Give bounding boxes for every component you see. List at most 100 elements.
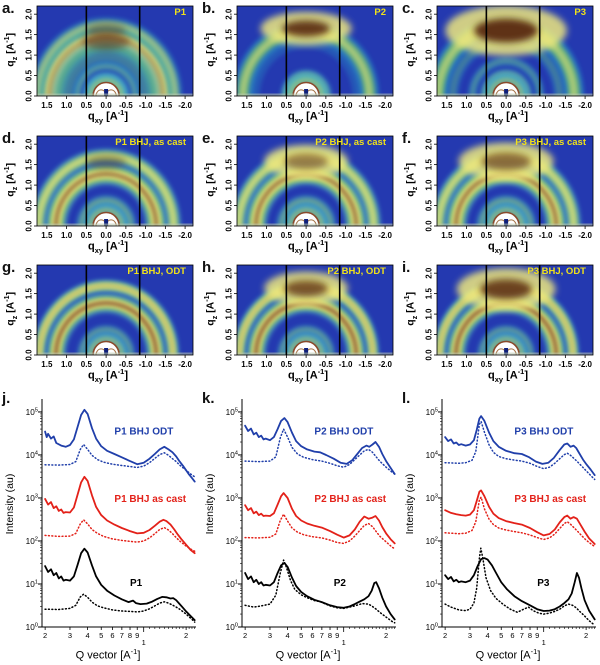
x-tick-label: -1.0 — [139, 231, 153, 240]
x-tick-label: 1 — [542, 638, 546, 647]
x-tick-label: 1.5 — [241, 231, 253, 240]
y-tick-label: 0.5 — [225, 199, 234, 211]
scattering-ring — [54, 301, 158, 355]
x-tick-label: -0.5 — [319, 360, 333, 369]
curve-p3-bhj-as-cast — [444, 489, 596, 545]
intensity-plot: 100 101 102 103 104 105 2 3 4 5 6 7 8 91 2 P2 BHJ ODT P2… — [226, 399, 396, 647]
x-tick-label: -0.5 — [119, 360, 133, 369]
x-tick-label: 1.0 — [61, 360, 73, 369]
plot-frame — [436, 135, 594, 227]
lineplot-panel-k: k. Intensity (au) 100 101 102 103 104 105 2 3 4 5… — [200, 390, 400, 665]
scattering-ring — [38, 285, 174, 355]
scattering-pattern — [237, 265, 393, 355]
x-tick-label: 0.5 — [281, 360, 293, 369]
beamstop — [504, 348, 509, 355]
giwaxs-image: 1.5 1.0 0.5 0.0 -0.5 -1.0 -1.5 -2.0 0.0 0.5 1.0 1.5… — [25, 135, 194, 240]
x-tick-label: 1.0 — [261, 101, 273, 110]
giwaxs-image: 1.5 1.0 0.5 0.0 -0.5 -1.0 -1.5 -2.0 0.0 0.5 1.0 1.5… — [25, 264, 194, 369]
x-tick-label: -1.5 — [558, 231, 572, 240]
plot-frame — [236, 264, 394, 356]
curves — [444, 415, 596, 626]
y-tick-label: 1.5 — [425, 29, 434, 41]
x-axis-label: qxy [A-1] — [87, 108, 129, 125]
x-tick-label: 0.5 — [81, 101, 93, 110]
scattering-ring — [54, 172, 158, 226]
x-tick-label: 2 — [184, 631, 188, 640]
x-tick-label: 0.0 — [101, 231, 113, 240]
y-tick-label: 0.0 — [25, 349, 34, 361]
lineplot-panel-l: l. Intensity (au) 100 101 102 103 104 105 2 3 4 5… — [400, 390, 600, 665]
giwaxs-image: 1.5 1.0 0.5 0.0 -0.5 -1.0 -1.5 -2.0 0.0 0.5 1.0 1.5… — [225, 264, 394, 369]
x-axis-label: qxy [A-1] — [487, 108, 529, 125]
giwaxs-panel-f: f. qz [A-1] 1.5 1.0 0.5 0.0 -0.5 -1.0 -1.5 -2.0… — [400, 130, 600, 259]
scattering-pattern — [37, 136, 193, 226]
y-tick-label: 0.0 — [225, 349, 234, 361]
panel-letter: g. — [2, 259, 16, 276]
x-tick-label: 2 — [443, 631, 447, 640]
y-tick-label: 100 — [426, 623, 438, 633]
intensity-blob — [481, 152, 532, 171]
x-tick-label: -1.5 — [558, 101, 572, 110]
beamstop — [504, 89, 509, 96]
curve-label: P3 — [537, 578, 550, 589]
x-tick-label: 8 — [528, 631, 532, 640]
x-tick-label: 1.5 — [441, 101, 453, 110]
y-axis-label: qz [A-1] — [403, 32, 419, 67]
x-axis-label: qxy [A-1] — [287, 238, 329, 255]
scattering-ring — [479, 198, 534, 226]
x-tick-label: -2.0 — [578, 101, 592, 110]
x-axis-label: Q vector [A-1] — [75, 647, 141, 662]
y-tick-label: 2.0 — [25, 267, 34, 279]
x-tick-label: 9 — [535, 631, 539, 640]
x-tick-label: 0.0 — [301, 231, 313, 240]
giwaxs-image: 1.5 1.0 0.5 0.0 -0.5 -1.0 -1.5 -2.0 0.0 0.5 1.0 1.5… — [25, 5, 194, 110]
intensity-plot: 100 101 102 103 104 105 2 3 4 5 6 7 8 91 2 P1 BHJ ODT P1… — [26, 399, 196, 647]
curve-label: P1 BHJ as cast — [114, 494, 186, 505]
x-tick-label: -1.5 — [158, 360, 172, 369]
horizon-stripe — [37, 223, 193, 226]
curve-p1-bhj-as-cast — [44, 475, 196, 555]
y-tick-label: 1.5 — [425, 159, 434, 171]
x-tick-label: 0.0 — [101, 101, 113, 110]
curve-label: P1 BHJ ODT — [114, 426, 173, 437]
scattering-ring — [279, 327, 333, 355]
y-tick-label: 1.0 — [25, 179, 34, 191]
giwaxs-panel-i: i. qz [A-1] 1.5 1.0 0.5 0.0 -0.5 -1.0 -1.5 -2.0… — [400, 259, 600, 388]
x-tick-label: 1.5 — [41, 101, 53, 110]
y-axis-label: Intensity (au) — [4, 473, 16, 535]
intensity-blob — [82, 33, 131, 50]
panel-letter: c. — [402, 0, 415, 17]
x-tick-label: -0.5 — [319, 231, 333, 240]
curve-p3-bhj-odt — [444, 415, 596, 476]
horizon-stripe — [37, 93, 193, 96]
giwaxs-panel-d: d. qz [A-1] 1.5 1.0 0.5 0.0 -0.5 -1.0 -1.5 -2.0… — [0, 130, 200, 259]
x-tick-label: 3 — [68, 631, 72, 640]
scattering-ring — [56, 45, 156, 96]
y-axis-label: qz [A-1] — [403, 291, 419, 326]
y-tick-label: 0.0 — [25, 90, 34, 102]
x-tick-label: 1 — [342, 638, 346, 647]
x-tick-label: 1.5 — [441, 231, 453, 240]
x-tick-label: -1.5 — [358, 360, 372, 369]
scattering-pattern — [237, 136, 393, 226]
x-tick-label: 6 — [310, 631, 314, 640]
y-tick-label: 0.0 — [25, 220, 34, 232]
y-tick-label: 2.0 — [225, 138, 234, 150]
scattering-ring — [79, 327, 133, 355]
x-tick-label: 1.0 — [461, 101, 473, 110]
scattering-pattern — [437, 265, 593, 355]
horizon-stripe — [437, 223, 593, 226]
giwaxs-image: 1.5 1.0 0.5 0.0 -0.5 -1.0 -1.5 -2.0 0.0 0.5 1.0 1.5… — [225, 135, 394, 240]
y-tick-label: 0.5 — [25, 199, 34, 211]
intensity-blob — [480, 279, 533, 300]
y-tick-label: 2.0 — [225, 267, 234, 279]
y-tick-label: 104 — [426, 450, 439, 460]
scattering-ring — [470, 59, 542, 96]
y-tick-label: 105 — [26, 407, 38, 417]
x-tick-label: 2 — [384, 631, 388, 640]
y-tick-label: 0.5 — [425, 328, 434, 340]
y-tick-label: 2.0 — [425, 267, 434, 279]
curve-dotted-1 — [444, 420, 596, 481]
scattering-ring — [279, 198, 334, 226]
giwaxs-panel-e: e. qz [A-1] 1.5 1.0 0.5 0.0 -0.5 -1.0 -1.5 -2.0… — [200, 130, 400, 259]
